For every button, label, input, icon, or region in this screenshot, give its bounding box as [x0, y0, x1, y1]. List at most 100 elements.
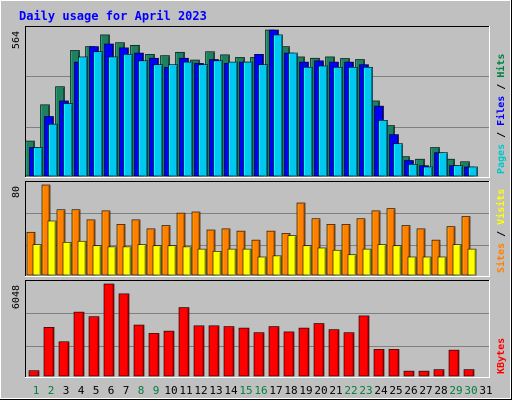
day-label-21: 21 — [329, 384, 342, 397]
bar-visits-day-6 — [101, 210, 111, 276]
bar-pages-day-17 — [273, 34, 283, 177]
bar-kbytes-day-26 — [403, 370, 415, 377]
chart-title: Daily usage for April 2023 — [19, 9, 207, 23]
legend: Sites / Visits — [495, 189, 507, 273]
bar-pages-day-24 — [378, 120, 388, 177]
bar-sites-day-7 — [122, 246, 132, 276]
day-label-9: 9 — [153, 384, 160, 397]
bar-sites-day-12 — [197, 248, 207, 276]
day-label-28: 28 — [434, 384, 447, 397]
bar-pages-day-4 — [78, 56, 88, 177]
bar-kbytes-day-24 — [373, 349, 385, 377]
day-label-31: 31 — [479, 384, 492, 397]
bar-kbytes-day-19 — [298, 327, 310, 377]
bar-pages-day-28 — [438, 152, 448, 177]
bar-visits-day-23 — [356, 218, 366, 276]
bar-pages-day-30 — [468, 166, 478, 177]
legend: KBytes — [496, 338, 507, 374]
bar-visits-day-20 — [311, 218, 321, 276]
panel-visits-sites: 80 Sites / Visits — [11, 181, 507, 277]
bar-pages-day-12 — [198, 64, 208, 177]
bar-sites-day-6 — [107, 246, 117, 276]
bar-kbytes-day-16 — [253, 332, 265, 377]
bar-kbytes-day-25 — [388, 349, 400, 377]
bar-pages-day-16 — [258, 64, 268, 177]
bar-sites-day-19 — [302, 245, 312, 276]
bar-sites-day-1 — [32, 244, 42, 276]
bar-pages-day-14 — [228, 61, 238, 177]
bar-kbytes-day-30 — [463, 369, 475, 377]
day-label-18: 18 — [284, 384, 297, 397]
bar-pages-day-10 — [168, 64, 178, 177]
day-label-16: 16 — [254, 384, 267, 397]
day-label-22: 22 — [344, 384, 357, 397]
day-label-4: 4 — [78, 384, 85, 397]
legend-entry: KBytes — [496, 338, 507, 374]
bar-pages-day-2 — [48, 123, 58, 177]
bar-sites-day-24 — [377, 244, 387, 276]
bar-visits-day-22 — [341, 224, 351, 276]
bar-kbytes-day-5 — [88, 316, 100, 377]
bar-sites-day-2 — [47, 220, 57, 276]
bar-visits-day-12 — [191, 211, 201, 276]
bar-sites-day-22 — [347, 254, 357, 276]
bar-sites-day-23 — [362, 248, 372, 276]
day-label-24: 24 — [374, 384, 388, 397]
bar-sites-day-29 — [452, 244, 462, 276]
day-label-1: 1 — [33, 384, 40, 397]
bar-visits-day-26 — [401, 225, 411, 276]
bar-pages-day-21 — [333, 66, 343, 177]
legend-entry: Hits — [495, 54, 507, 78]
bar-kbytes-day-17 — [268, 326, 280, 377]
bar-kbytes-day-1 — [28, 370, 40, 377]
bar-kbytes-day-20 — [313, 323, 325, 377]
panel-kbytes: 6048 KBytes — [11, 280, 507, 378]
day-label-11: 11 — [179, 384, 192, 397]
bar-kbytes-day-12 — [193, 325, 205, 377]
day-label-26: 26 — [404, 384, 417, 397]
bar-kbytes-day-6 — [103, 283, 115, 377]
bar-visits-day-25 — [386, 208, 396, 276]
day-label-3: 3 — [63, 384, 70, 397]
bar-kbytes-day-11 — [178, 307, 190, 377]
legend: Pages / Files / Hits — [495, 54, 507, 174]
legend-entry: Files — [495, 96, 507, 126]
legend-entry: Visits — [495, 189, 507, 225]
bar-pages-day-13 — [213, 60, 223, 177]
bar-kbytes-day-3 — [58, 341, 70, 377]
y-max-label: 6048 — [11, 285, 22, 309]
bar-pages-day-25 — [393, 143, 403, 177]
legend-entry: Pages — [496, 144, 507, 174]
bar-sites-day-11 — [182, 246, 192, 276]
bar-kbytes-day-21 — [328, 329, 340, 377]
panel-hits-files-pages: 564 Pages / Files / Hits — [11, 26, 507, 178]
bar-sites-day-18 — [287, 235, 297, 276]
bar-pages-day-23 — [363, 66, 373, 177]
bar-sites-day-16 — [257, 256, 267, 276]
day-label-15: 15 — [239, 384, 252, 397]
legend-separator: / — [496, 78, 507, 96]
bar-kbytes-day-28 — [433, 369, 445, 377]
day-label-12: 12 — [194, 384, 207, 397]
day-label-6: 6 — [108, 384, 115, 397]
bar-kbytes-day-27 — [418, 370, 430, 377]
bar-visits-day-17 — [266, 230, 276, 276]
bar-kbytes-day-23 — [358, 315, 370, 377]
day-label-30: 30 — [464, 384, 477, 397]
bar-pages-day-11 — [183, 61, 193, 177]
bar-sites-day-15 — [242, 248, 252, 276]
bar-visits-day-24 — [371, 210, 381, 276]
bar-sites-day-9 — [152, 245, 162, 276]
bar-visits-day-30 — [461, 216, 471, 276]
day-label-29: 29 — [449, 384, 462, 397]
bar-pages-day-20 — [318, 65, 328, 177]
bar-kbytes-day-7 — [118, 293, 130, 377]
bar-visits-day-21 — [326, 224, 336, 276]
bar-pages-day-26 — [408, 164, 418, 177]
legend-entry: Sites — [495, 243, 507, 273]
bar-visits-day-19 — [296, 202, 306, 276]
bar-pages-day-27 — [423, 166, 433, 177]
bar-sites-day-13 — [212, 251, 222, 276]
bar-sites-day-4 — [77, 240, 87, 276]
